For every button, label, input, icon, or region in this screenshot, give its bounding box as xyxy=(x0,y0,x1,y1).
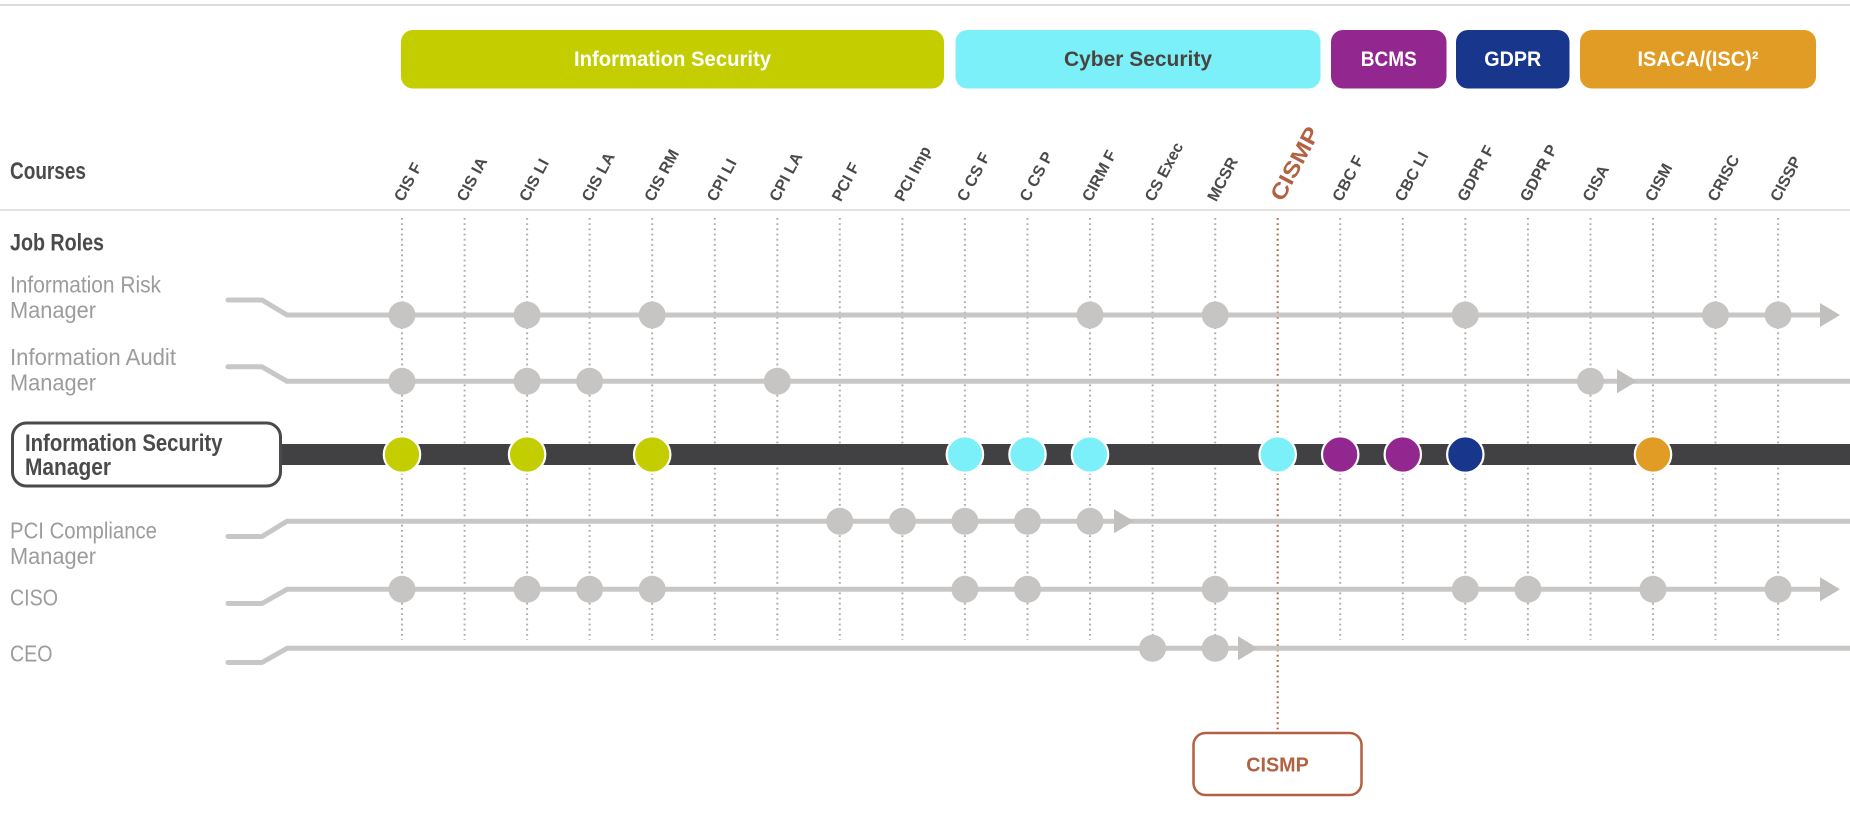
svg-text:Job Roles: Job Roles xyxy=(10,230,104,257)
svg-text:Courses: Courses xyxy=(10,158,86,185)
svg-text:Information Audit: Information Audit xyxy=(10,344,177,370)
svg-text:Manager: Manager xyxy=(10,297,96,323)
svg-text:Cyber Security: Cyber Security xyxy=(1064,48,1212,71)
svg-text:GDPR: GDPR xyxy=(1484,48,1541,71)
svg-text:PCI Compliance: PCI Compliance xyxy=(10,518,157,544)
svg-text:CISO: CISO xyxy=(10,584,58,610)
svg-text:Information Risk: Information Risk xyxy=(10,271,161,297)
svg-text:Manager: Manager xyxy=(10,543,96,569)
svg-text:CISMP: CISMP xyxy=(1246,754,1309,777)
svg-text:Manager: Manager xyxy=(10,370,96,396)
svg-text:BCMS: BCMS xyxy=(1361,48,1417,71)
svg-text:Information Security: Information Security xyxy=(574,48,771,71)
svg-text:Information Security: Information Security xyxy=(25,430,223,457)
svg-text:CEO: CEO xyxy=(10,640,53,666)
svg-text:ISACA/(ISC)²: ISACA/(ISC)² xyxy=(1638,48,1759,71)
svg-text:Manager: Manager xyxy=(25,454,111,481)
